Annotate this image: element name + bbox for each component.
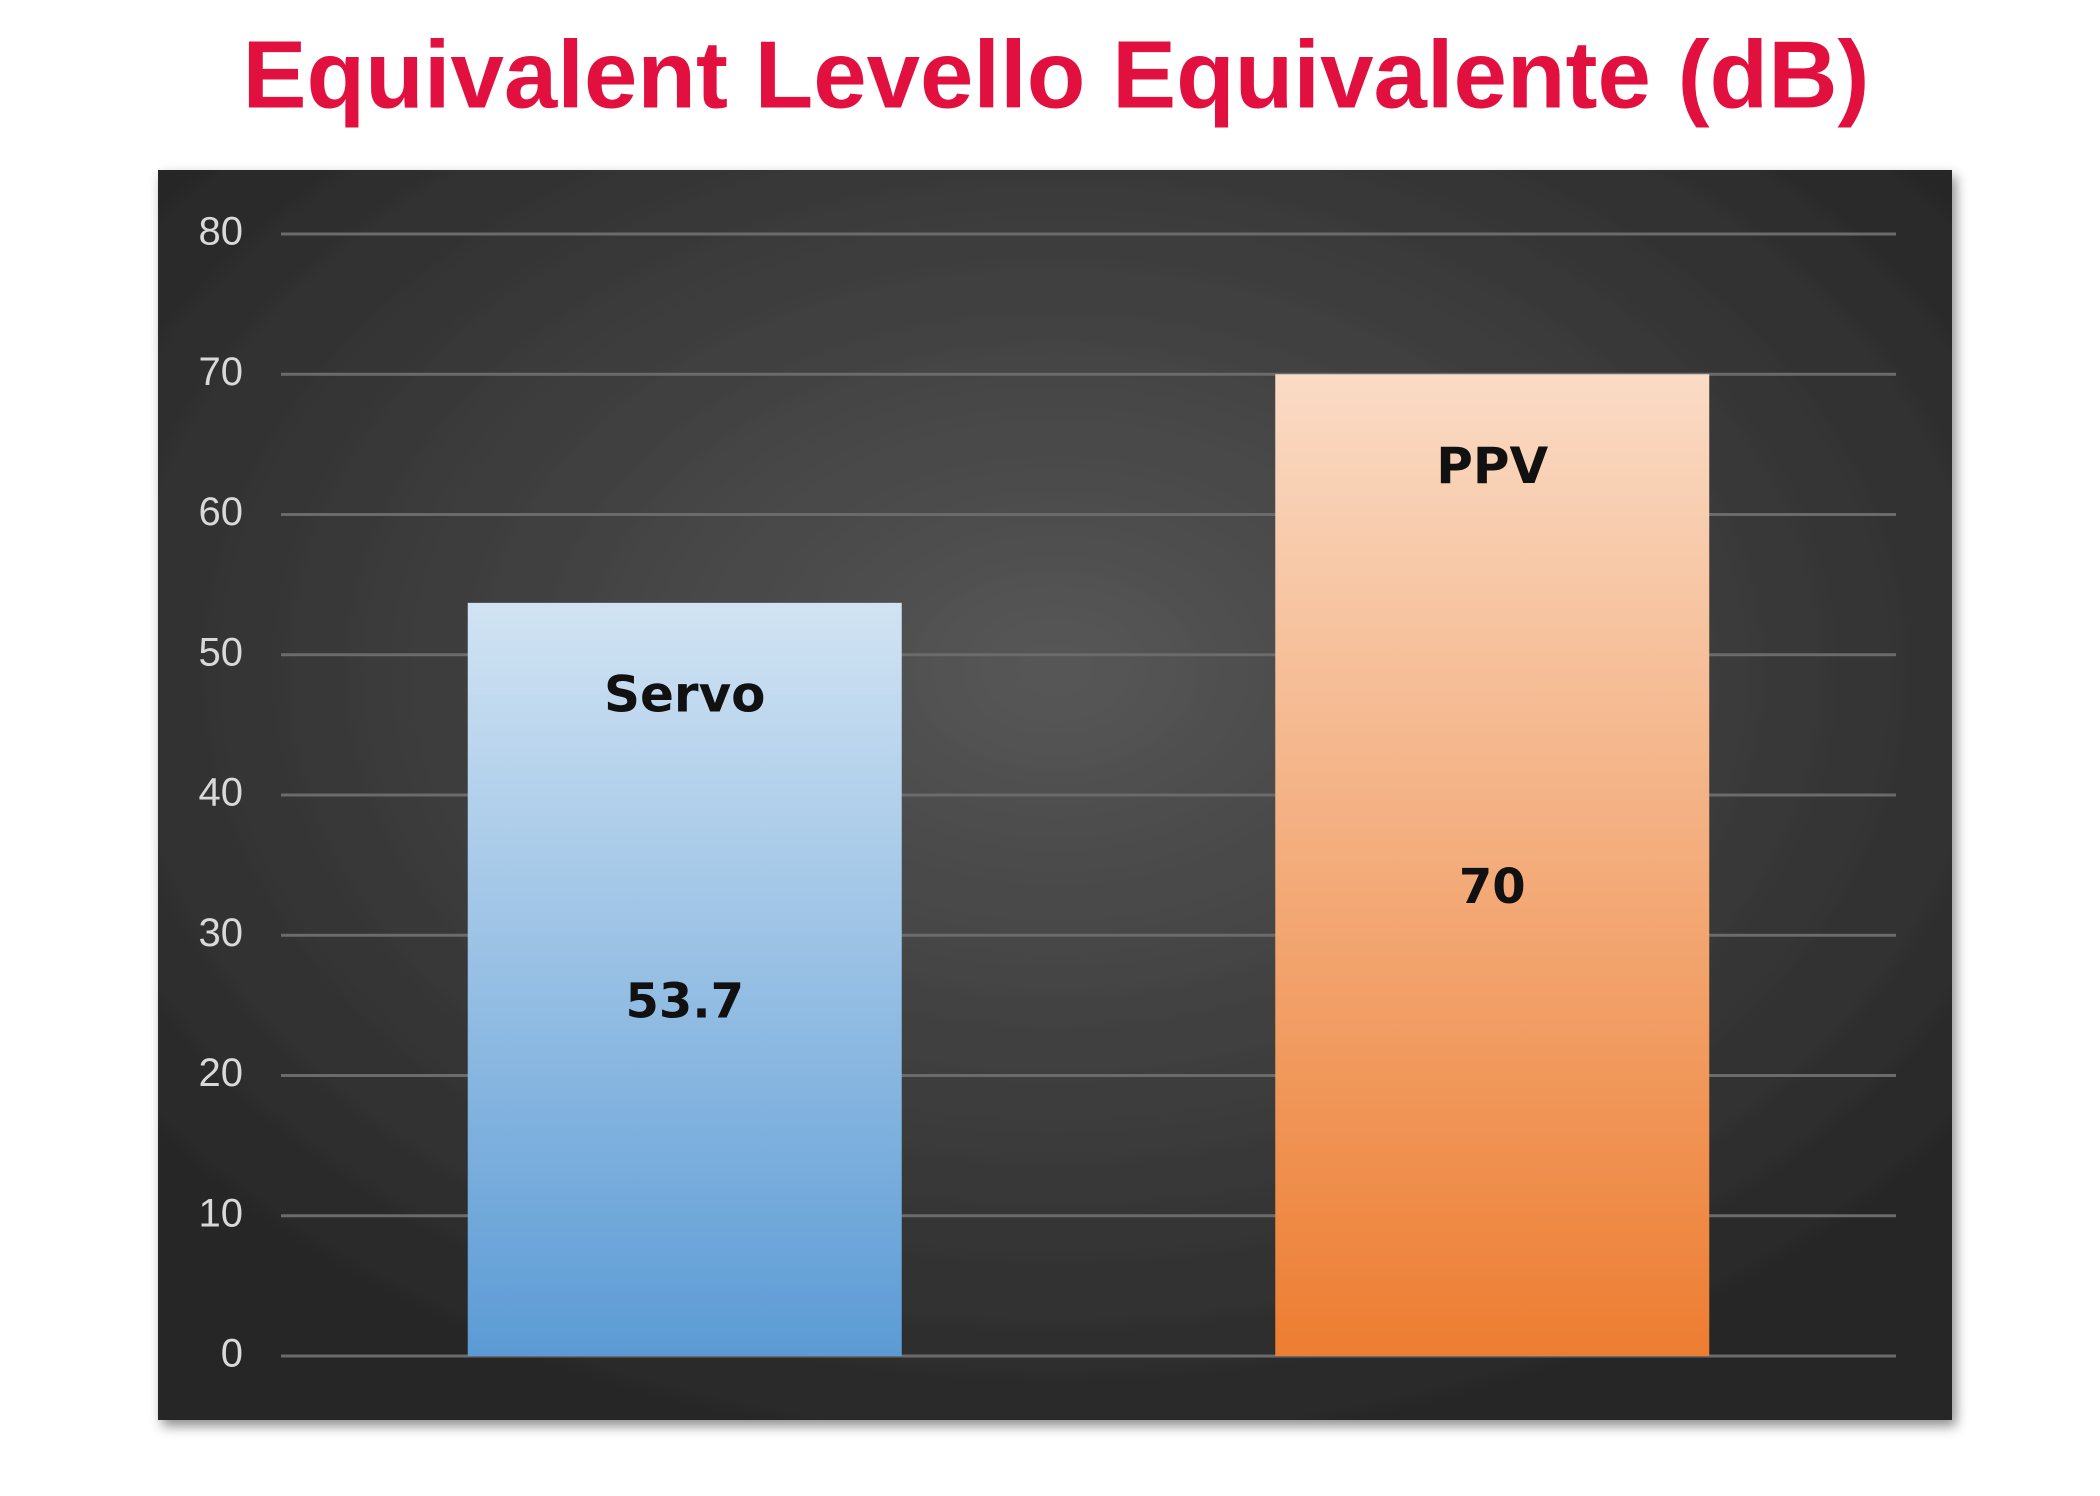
y-tick-label: 10 bbox=[199, 1191, 244, 1235]
bar bbox=[1275, 374, 1710, 1356]
bar-category-label: PPV bbox=[1436, 437, 1548, 495]
y-tick-label: 30 bbox=[199, 911, 244, 955]
y-tick-label: 0 bbox=[221, 1332, 243, 1376]
y-tick-label: 50 bbox=[199, 630, 244, 674]
data-label: 53.7 bbox=[626, 973, 744, 1029]
bar-category-label: Servo bbox=[604, 665, 766, 723]
y-tick-label: 70 bbox=[199, 350, 244, 394]
chart-title: Equivalent Levello Equivalente (dB) bbox=[243, 21, 1870, 128]
y-tick-label: 60 bbox=[199, 490, 244, 534]
data-label: 70 bbox=[1459, 859, 1526, 915]
y-tick-label: 40 bbox=[199, 771, 244, 815]
bar bbox=[467, 602, 902, 1356]
y-tick-label: 20 bbox=[199, 1051, 244, 1095]
y-tick-label: 80 bbox=[199, 210, 244, 254]
